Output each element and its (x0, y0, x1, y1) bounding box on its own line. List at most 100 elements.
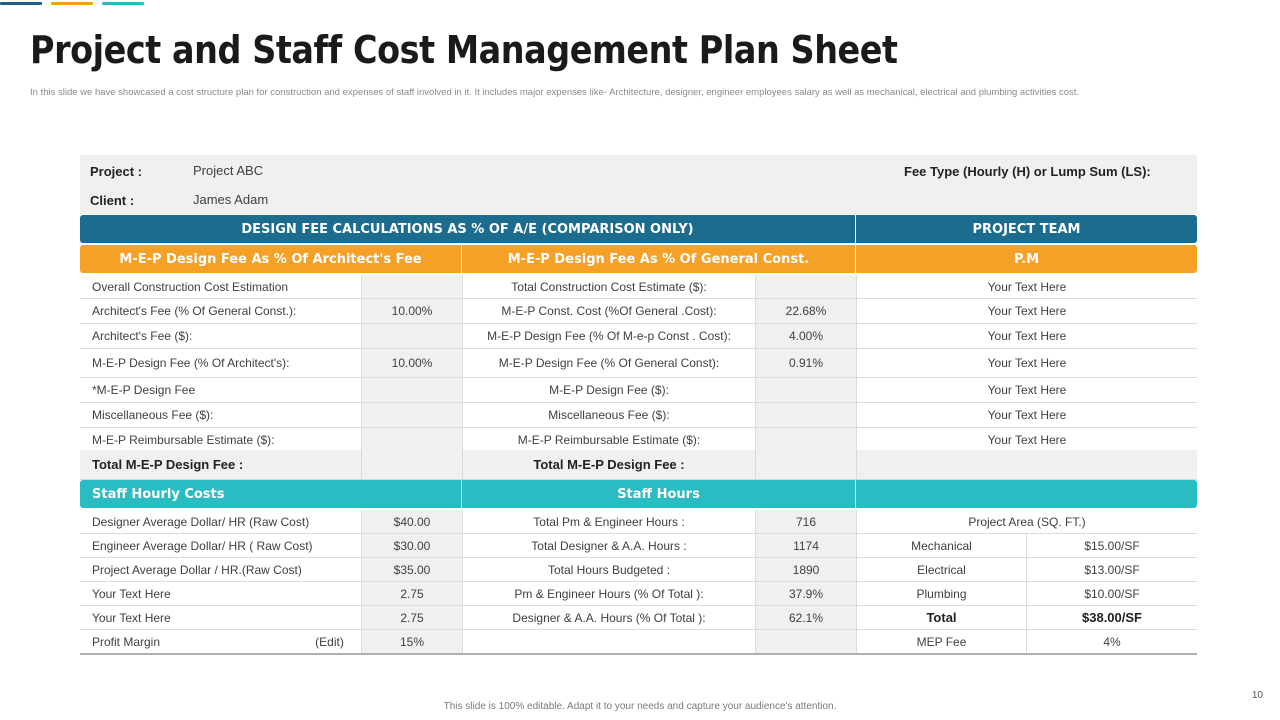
row-label: Architect's Fee ($): (92, 329, 193, 343)
mep-architect-header: M-E-P Design Fee As % Of Architect's Fee (80, 245, 461, 273)
area-rate: $15.00/SF (1026, 534, 1197, 557)
client-label: Client : (90, 192, 135, 208)
row-label: *M-E-P Design Fee (92, 383, 196, 397)
total-row: Total M-E-P Design Fee : Total M-E-P Des… (80, 450, 1197, 480)
page-title: Project and Staff Cost Management Plan S… (30, 28, 898, 72)
row-label: M-E-P Design Fee (% Of Architect's): (92, 356, 290, 370)
staff-value: 2.75 (361, 606, 462, 629)
table-row: Engineer Average Dollar/ HR ( Raw Cost) $… (80, 534, 1197, 558)
row-label-2: M-E-P Reimbursable Estimate ($): (462, 428, 755, 452)
design-fee-header-row: DESIGN FEE CALCULATIONS AS % OF A/E (COM… (80, 215, 1197, 243)
hours-label (462, 630, 755, 653)
area-category: Mechanical (856, 534, 1026, 557)
staff-label: Profit Margin (92, 634, 161, 649)
project-info: Project : Project ABC Client : James Ada… (80, 155, 1197, 214)
area-category: Electrical (856, 558, 1026, 581)
page-subtitle: In this slide we have showcased a cost s… (30, 87, 1080, 98)
table-row: Overall Construction Cost Estimation Tota… (80, 275, 1197, 299)
row-value (361, 403, 462, 427)
row-label-2: M-E-P Design Fee (% Of General Const): (462, 349, 755, 377)
row-label-2: M-E-P Design Fee (% Of M-e-p Const . Cos… (462, 324, 755, 348)
table-row: Your Text Here 2.75 Pm & Engineer Hours (%… (80, 582, 1197, 606)
row-label: Overall Construction Cost Estimation (92, 279, 289, 294)
staff-hourly-header: Staff Hourly Costs (80, 480, 461, 508)
hours-label: Total Designer & A.A. Hours : (462, 534, 755, 557)
staff-label: Project Average Dollar / HR.(Raw Cost) (92, 562, 302, 577)
row-label-2: Total Construction Cost Estimate ($): (462, 275, 755, 298)
row-label-2: M-E-P Const. Cost (%Of General .Cost): (462, 299, 755, 323)
table-row: Designer Average Dollar/ HR (Raw Cost) $4… (80, 510, 1197, 534)
staff-label: Your Text Here (92, 586, 171, 601)
hours-value: 62.1% (755, 606, 856, 629)
mep-header-row: M-E-P Design Fee As % Of Architect's Fee… (80, 245, 1197, 273)
hours-value (755, 630, 856, 653)
team-text[interactable]: Your Text Here (856, 428, 1197, 452)
design-fee-header: DESIGN FEE CALCULATIONS AS % OF A/E (COM… (80, 215, 855, 243)
team-text[interactable]: Your Text Here (856, 403, 1197, 427)
table-row: Architect's Fee ($): M-E-P Design Fee (% … (80, 324, 1197, 349)
project-area-label: Project Area (SQ. FT.) (856, 510, 1197, 533)
team-text[interactable]: Your Text Here (856, 349, 1197, 377)
staff-blank-header (856, 480, 1197, 508)
staff-label: Your Text Here (92, 610, 171, 625)
edit-link[interactable]: (Edit) (315, 634, 344, 649)
area-rate: $10.00/SF (1026, 582, 1197, 605)
staff-value: 2.75 (361, 582, 462, 605)
hours-value: 1890 (755, 558, 856, 581)
team-text[interactable]: Your Text Here (856, 275, 1197, 298)
hours-value: 1174 (755, 534, 856, 557)
row-value-2: 4.00% (755, 324, 856, 348)
table-row: *M-E-P Design Fee M-E-P Design Fee ($): Yo… (80, 378, 1197, 403)
area-category: MEP Fee (856, 630, 1026, 653)
row-value (361, 275, 462, 298)
pm-header: P.M (856, 245, 1197, 273)
row-label: M-E-P Reimbursable Estimate ($): (92, 433, 275, 447)
total-mep-label-2: Total M-E-P Design Fee : (462, 450, 755, 479)
hours-label: Total Pm & Engineer Hours : (462, 510, 755, 533)
hours-label: Designer & A.A. Hours (% Of Total ): (462, 606, 755, 629)
team-text[interactable]: Your Text Here (856, 299, 1197, 323)
row-label: Architect's Fee (% Of General Const.): (92, 304, 297, 318)
accent-bar-blue (0, 2, 42, 5)
accent-bar-orange (51, 2, 93, 5)
row-value-2: 0.91% (755, 349, 856, 377)
hours-label: Pm & Engineer Hours (% Of Total ): (462, 582, 755, 605)
area-rate: $13.00/SF (1026, 558, 1197, 581)
table-row: Your Text Here 2.75 Designer & A.A. Hours … (80, 606, 1197, 630)
staff-value: 15% (361, 630, 462, 653)
staff-value: $40.00 (361, 510, 462, 533)
row-value-2 (755, 378, 856, 402)
accent-bar-teal (102, 2, 144, 5)
team-text[interactable]: Your Text Here (856, 324, 1197, 348)
hours-label: Total Hours Budgeted : (462, 558, 755, 581)
table-row: M-E-P Reimbursable Estimate ($): M-E-P Re… (80, 428, 1197, 453)
row-label-2: Miscellaneous Fee ($): (462, 403, 755, 427)
row-value-2 (755, 428, 856, 452)
staff-header-row: Staff Hourly Costs Staff Hours (80, 480, 1197, 508)
project-value[interactable]: Project ABC (193, 162, 264, 178)
area-category: Total (856, 606, 1026, 629)
hours-value: 716 (755, 510, 856, 533)
row-value-2: 22.68% (755, 299, 856, 323)
footer-note: This slide is 100% editable. Adapt it to… (443, 701, 837, 712)
row-value: 10.00% (361, 299, 462, 323)
row-value (361, 324, 462, 348)
page-number: 10 (1251, 690, 1263, 701)
row-value-2 (755, 403, 856, 427)
total-divider-3 (856, 450, 857, 479)
table-row: Profit Margin 15% MEP Fee 4% (Edit) (80, 630, 1197, 655)
row-value-2 (755, 275, 856, 298)
client-value[interactable]: James Adam (193, 191, 269, 207)
table-row: M-E-P Design Fee (% Of Architect's): 10.0… (80, 349, 1197, 378)
area-rate: $38.00/SF (1026, 606, 1197, 629)
area-category: Plumbing (856, 582, 1026, 605)
row-label: Miscellaneous Fee ($): (92, 408, 214, 422)
total-mep-label-1: Total M-E-P Design Fee : (92, 457, 244, 472)
table-row: Project Average Dollar / HR.(Raw Cost) $3… (80, 558, 1197, 582)
total-divider-2 (755, 450, 756, 479)
row-value (361, 378, 462, 402)
team-text[interactable]: Your Text Here (856, 378, 1197, 402)
area-rate: 4% (1026, 630, 1197, 653)
staff-value: $30.00 (361, 534, 462, 557)
staff-value: $35.00 (361, 558, 462, 581)
